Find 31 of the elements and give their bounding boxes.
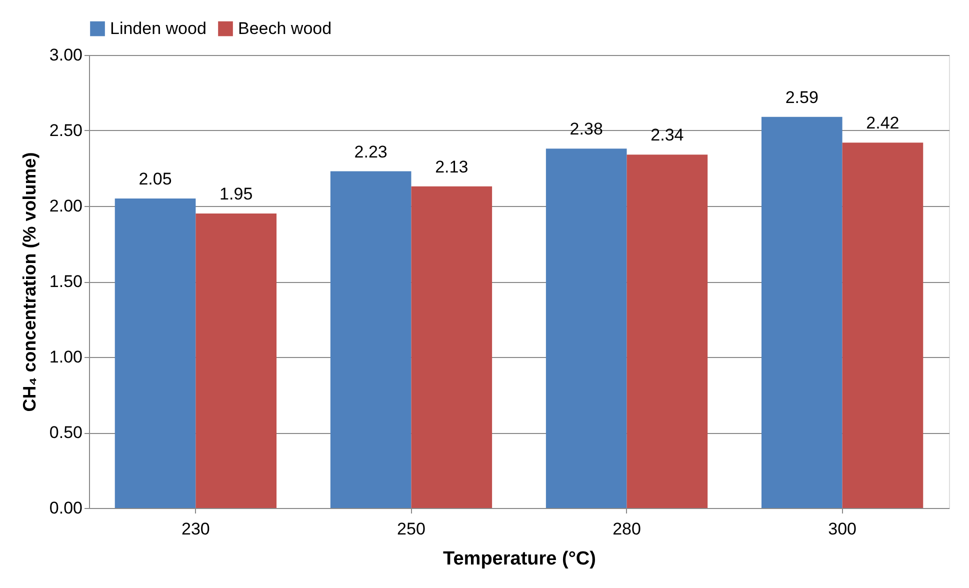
bar xyxy=(114,198,196,508)
bar xyxy=(330,171,412,508)
bar xyxy=(761,116,842,508)
data-label: 1.95 xyxy=(220,184,253,204)
y-tick-label: 0.50 xyxy=(49,423,82,442)
bar xyxy=(842,142,924,508)
data-label: 2.05 xyxy=(138,169,172,188)
x-tick-label: 300 xyxy=(828,520,856,538)
y-tick-label: 0.00 xyxy=(49,498,82,518)
y-axis-title: CH₄ concentration (% volume) xyxy=(19,152,40,412)
x-axis-title: Temperature (°C) xyxy=(443,548,596,570)
x-tick-label: 280 xyxy=(612,520,641,538)
bar xyxy=(626,154,708,508)
y-tick-label: 1.00 xyxy=(49,348,82,366)
y-tick-label: 2.00 xyxy=(49,196,82,216)
x-tick-label: 230 xyxy=(182,520,210,538)
y-tick-label: 2.50 xyxy=(49,121,82,140)
y-tick-label: 3.00 xyxy=(49,46,82,64)
bar xyxy=(196,214,277,508)
y-tick-label: 1.50 xyxy=(49,272,82,291)
data-label: 2.38 xyxy=(570,120,603,139)
legend-label: Beech wood xyxy=(238,18,332,38)
data-label: 2.23 xyxy=(354,142,388,162)
data-label: 2.13 xyxy=(435,157,468,176)
x-tick-label: 250 xyxy=(397,520,426,538)
legend-label: Linden wood xyxy=(110,18,206,38)
data-label: 2.34 xyxy=(650,126,684,145)
bar xyxy=(411,186,492,508)
data-label: 2.59 xyxy=(785,88,818,107)
bar xyxy=(546,148,627,508)
data-label: 2.42 xyxy=(866,114,900,133)
